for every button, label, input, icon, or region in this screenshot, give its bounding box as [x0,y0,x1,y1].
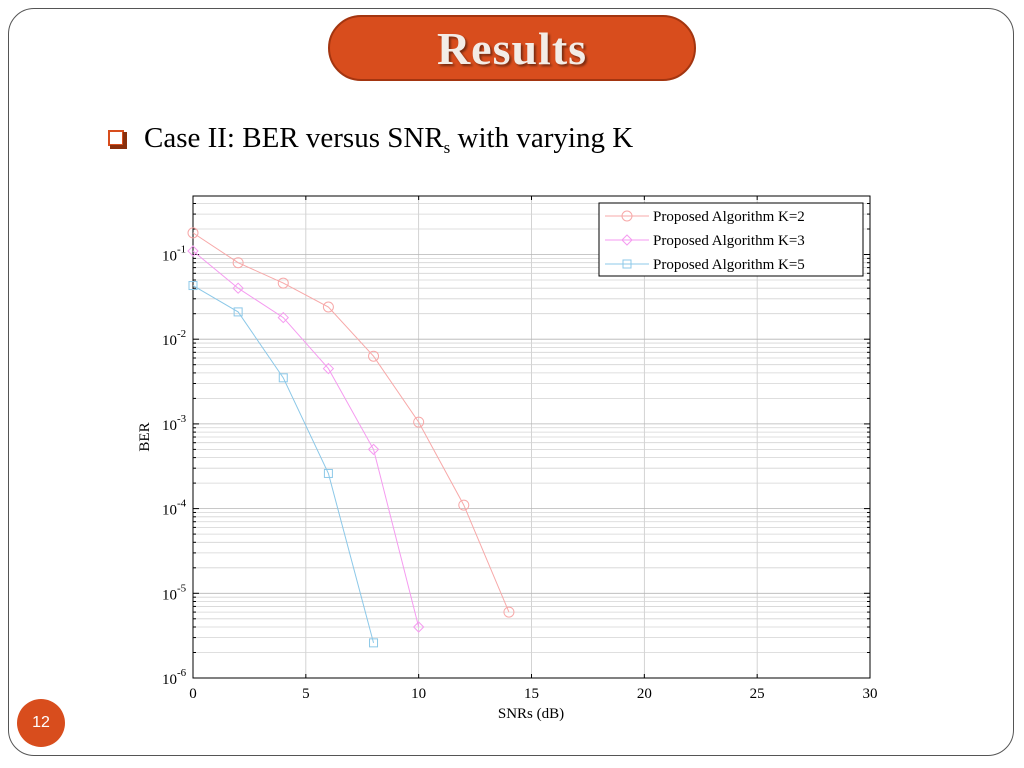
data-point-diamond [187,245,199,257]
y-tick-label-exponent: -6 [177,667,187,679]
x-tick-label: 5 [302,686,310,702]
y-tick-label: 10 -3 [162,413,187,434]
y-tick-label-exponent: -5 [177,582,187,594]
data-point-circle [322,301,334,313]
series-line [192,232,510,613]
legend-label: Proposed Algorithm K=2 [653,209,805,225]
x-tick-label: 0 [189,686,197,702]
y-tick-label-base: 10 [162,333,177,349]
y-tick-label-exponent: -3 [177,413,187,425]
series-line [192,250,420,628]
x-tick-label: 15 [524,686,539,702]
y-axis-label: BER [137,422,153,451]
y-tick-label-base: 10 [162,249,177,265]
x-tick-label: 30 [863,686,878,702]
legend-entry: Proposed Algorithm K=3 [605,233,805,249]
y-tick-label: 10 -1 [162,244,186,265]
data-point-circle [232,257,244,269]
data-point-diamond [322,362,335,375]
slide-title-banner: Results [328,15,696,81]
page-number-badge: 12 [17,699,65,747]
x-tick-label: 20 [637,686,652,702]
checkbox-bullet-icon [108,130,127,149]
legend-entry: Proposed Algorithm K=2 [605,209,805,225]
data-point-circle [413,416,425,428]
legend-marker-square [622,259,632,269]
chart-legend: Proposed Algorithm K=2 Proposed Algorithm… [598,202,864,277]
y-tick-label-exponent: -1 [177,244,186,256]
x-tick-label: 10 [411,686,426,702]
data-point-circle [503,606,515,618]
y-tick-label-base: 10 [162,672,177,688]
legend-label: Proposed Algorithm K=3 [653,233,805,249]
y-tick-label-base: 10 [162,503,177,519]
legend-marker-circle [621,210,633,222]
data-point-diamond [367,443,380,456]
y-tick-label: 10 -6 [162,667,187,688]
bullet-text-suffix: with varying K [450,122,634,154]
legend-marker-diamond [621,234,633,246]
page-number: 12 [32,714,50,731]
x-axis-label: SNRs (dB) [498,706,564,722]
data-point-square [188,281,198,291]
data-point-square [323,468,333,478]
data-point-diamond [277,311,289,324]
series-circle [187,227,515,618]
series-square [188,281,379,648]
data-point-diamond [412,621,425,633]
y-tick-label: 10 -5 [162,582,187,603]
y-tick-label-exponent: -2 [177,328,186,340]
data-point-square [233,307,243,317]
series-diamond [187,245,425,633]
y-tick-label-base: 10 [162,418,177,434]
data-point-diamond [232,282,244,294]
data-point-square [369,638,379,648]
slide-frame [8,8,1014,756]
chart-grid [193,196,870,678]
legend-entry: Proposed Algorithm K=5 [605,257,805,273]
bullet-text-subscript: s [443,138,451,157]
data-point-circle [277,277,289,289]
slide-title: Results [436,22,588,74]
bullet-text-prefix: Case II: BER versus SNR [144,122,444,154]
y-tick-label: 10 -4 [162,498,187,519]
chart-series [187,227,515,648]
y-tick-label-exponent: -4 [177,498,187,510]
legend-label: Proposed Algorithm K=5 [653,257,805,273]
x-tick-label: 25 [750,686,765,702]
data-point-circle [368,350,380,362]
data-point-circle [187,227,199,239]
data-point-circle [458,499,470,511]
bullet-point: Case II: BER versus SNRs with varying K [108,122,633,158]
series-line [192,285,375,643]
y-tick-label-base: 10 [162,587,177,603]
bullet-text: Case II: BER versus SNRs with varying K [144,122,633,158]
data-point-square [278,373,288,383]
y-tick-label: 10 -2 [162,328,186,349]
